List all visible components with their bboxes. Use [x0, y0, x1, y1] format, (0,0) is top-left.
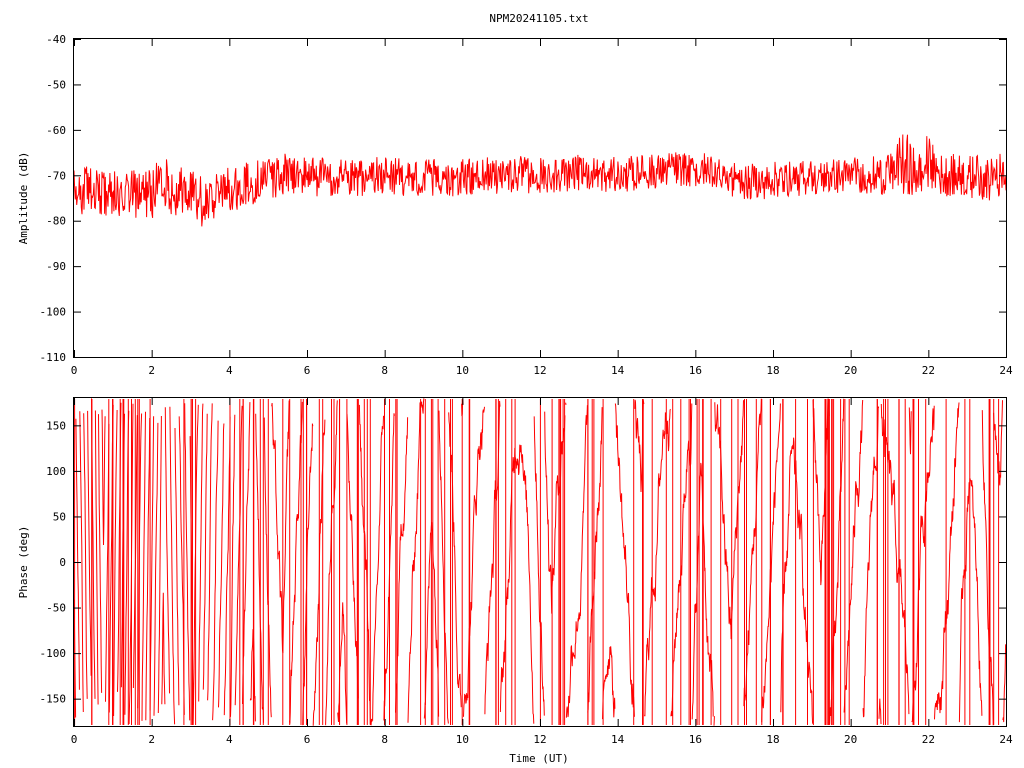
amplitude-xtick-label: 8: [381, 364, 388, 377]
amplitude-ytick-label: -50: [46, 78, 66, 91]
phase-ytick-label: 0: [59, 556, 66, 569]
phase-xtick-label: 10: [456, 733, 469, 746]
phase-xtick-label: 16: [689, 733, 702, 746]
phase-xtick-label: 18: [766, 733, 779, 746]
phase-panel: 0 2 4 6 8 10 12 14 16 18 20 22 24-150-100-5005010015…: [17, 397, 1013, 765]
amplitude-xtick-label: 12: [533, 364, 546, 377]
amplitude-xtick-label: 18: [766, 364, 779, 377]
phase-ticks-group: 0 2 4 6 8 10 12 14 16 18 20 22 24-150-100-5005010015…: [40, 398, 1013, 746]
phase-ylabel: Phase (deg): [17, 526, 30, 599]
amplitude-xtick-label: 10: [456, 364, 469, 377]
phase-xtick-label: 14: [611, 733, 625, 746]
amplitude-panel: 0 2 4 6 8 10 12 14 16 18 20 22 24-110-100-90-80-70-6…: [17, 33, 1013, 377]
amplitude-xtick-label: 2: [148, 364, 155, 377]
phase-ytick-label: 100: [46, 465, 66, 478]
amplitude-xtick-label: 0: [71, 364, 78, 377]
phase-plot-frame: [73, 397, 1007, 727]
phase-xtick-label: 8: [381, 733, 388, 746]
amplitude-ytick-label: -90: [46, 260, 66, 273]
amplitude-series-line: [73, 134, 1007, 227]
phase-ytick-label: 150: [46, 419, 66, 432]
amplitude-ticks-group: 0 2 4 6 8 10 12 14 16 18 20 22 24-110-100-90-80-70-6…: [40, 33, 1013, 377]
amplitude-xtick-label: 14: [611, 364, 625, 377]
phase-xtick-label: 12: [533, 733, 546, 746]
phase-ytick-label: 50: [53, 510, 66, 523]
amplitude-xtick-label: 22: [922, 364, 935, 377]
phase-series-group: [73, 398, 1007, 726]
amplitude-ytick-label: -70: [46, 169, 66, 182]
amplitude-ytick-label: -80: [46, 215, 66, 228]
phase-xtick-label: 0: [71, 733, 78, 746]
phase-xtick-label: 20: [844, 733, 857, 746]
amplitude-ytick-label: -60: [46, 124, 66, 137]
amplitude-series-group: [73, 134, 1007, 227]
phase-xtick-label: 6: [304, 733, 311, 746]
amplitude-ytick-label: -100: [40, 306, 67, 319]
phase-ytick-label: -50: [46, 602, 66, 615]
amplitude-xtick-label: 16: [689, 364, 702, 377]
amplitude-xtick-label: 24: [999, 364, 1013, 377]
amplitude-ytick-label: -40: [46, 33, 66, 46]
phase-xtick-label: 24: [999, 733, 1013, 746]
amplitude-ylabel: Amplitude (dB): [17, 152, 30, 245]
phase-xtick-label: 22: [922, 733, 935, 746]
phase-xtick-label: 4: [226, 733, 233, 746]
phase-xlabel: Time (UT): [509, 752, 569, 765]
phase-xtick-label: 2: [148, 733, 155, 746]
amplitude-xtick-label: 6: [304, 364, 311, 377]
phase-ytick-label: -100: [40, 647, 67, 660]
amplitude-xtick-label: 20: [844, 364, 857, 377]
chart-title: NPM20241105.txt: [489, 12, 588, 25]
amplitude-xtick-label: 4: [226, 364, 233, 377]
phase-ytick-label: -150: [40, 693, 67, 706]
amplitude-plot-frame: [73, 38, 1007, 358]
amplitude-ytick-label: -110: [40, 351, 67, 364]
